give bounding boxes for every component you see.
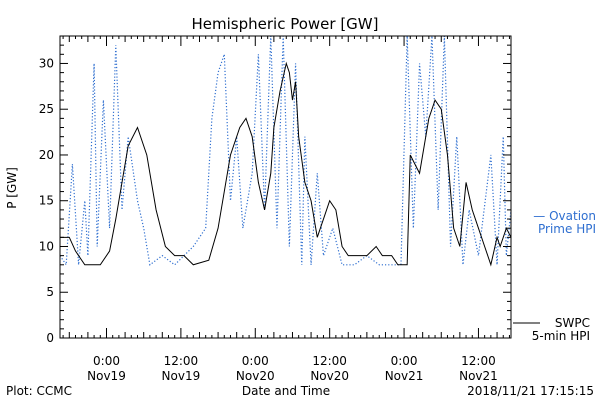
x-tick-label-date: Nov21 (459, 369, 498, 383)
tick-layer: 0510152025300:00Nov1912:00Nov190:00Nov20… (39, 35, 511, 383)
x-tick-label-date: Nov19 (87, 369, 126, 383)
y-tick-label: 20 (39, 148, 54, 162)
x-tick-label-date: Nov19 (162, 369, 201, 383)
y-tick-label: 10 (39, 239, 54, 253)
x-tick-label-date: Nov20 (310, 369, 349, 383)
series-layer (59, 35, 512, 267)
x-tick-label-date: Nov21 (385, 369, 424, 383)
footer-plot-credit: Plot: CCMC (6, 384, 72, 398)
x-axis-label: Date and Time (242, 384, 330, 398)
series-swpc-line (60, 61, 512, 267)
x-tick-label-time: 0:00 (391, 354, 418, 368)
footer-timestamp: 2018/11/21 17:15:15 (467, 384, 594, 398)
legend-swpc-line1: SWPC (555, 316, 590, 330)
plot-frame (59, 35, 512, 339)
x-tick-label-time: 0:00 (242, 354, 269, 368)
x-tick-label-time: 12:00 (461, 354, 496, 368)
legend-swpc-line2: 5-min HPI (532, 329, 590, 343)
x-tick-label-time: 12:00 (164, 354, 199, 368)
x-tick-label-date: Nov20 (236, 369, 275, 383)
legend-ovation-line2: Prime HPI (538, 222, 596, 236)
x-tick-label-time: 0:00 (93, 354, 120, 368)
legend-ovation-line1: — Ovation (533, 209, 596, 223)
y-tick-label: 25 (39, 102, 54, 116)
y-tick-label: 5 (46, 285, 54, 299)
y-axis-label: P [GW] (5, 167, 19, 209)
y-tick-label: 15 (39, 194, 54, 208)
y-tick-label: 30 (39, 56, 54, 70)
x-tick-label-time: 12:00 (312, 354, 347, 368)
chart-title: Hemispheric Power [GW] (192, 15, 379, 33)
y-tick-label: 0 (46, 331, 54, 345)
